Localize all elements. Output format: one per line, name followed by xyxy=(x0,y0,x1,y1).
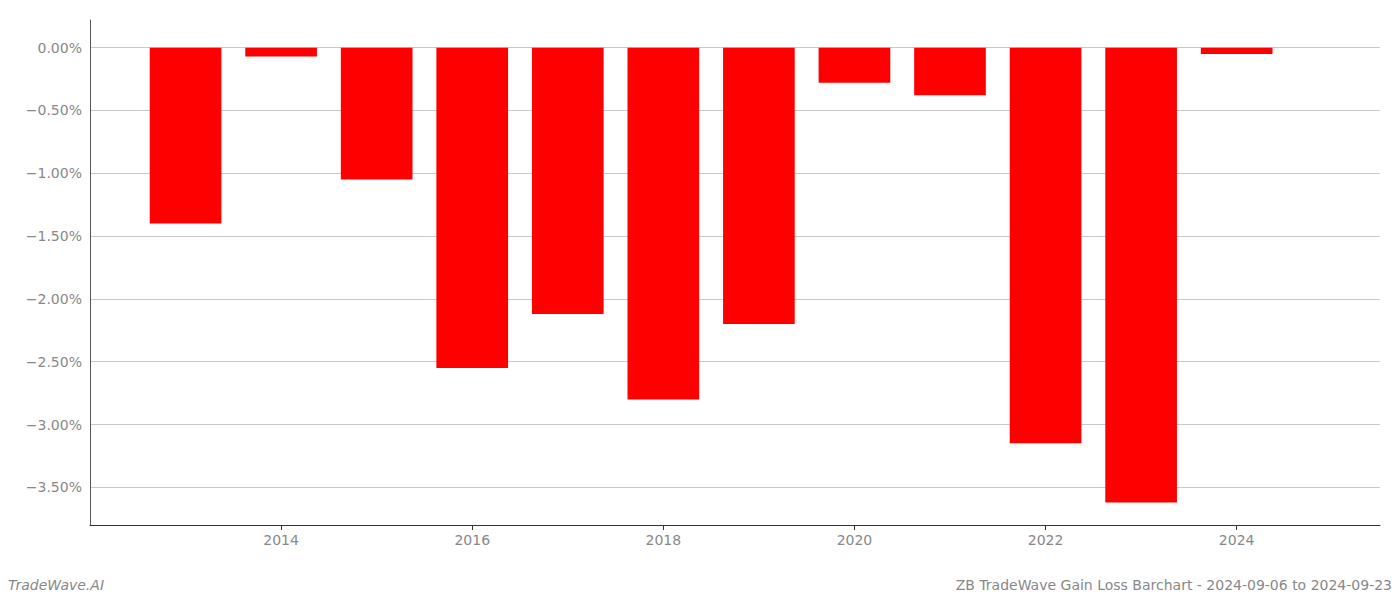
svg-text:−2.50%: −2.50% xyxy=(26,354,82,370)
svg-text:−0.50%: −0.50% xyxy=(26,102,82,118)
svg-text:0.00%: 0.00% xyxy=(38,40,82,56)
svg-text:2016: 2016 xyxy=(454,532,490,548)
svg-text:TradeWave.AI: TradeWave.AI xyxy=(8,577,104,593)
svg-text:−3.00%: −3.00% xyxy=(26,417,82,433)
svg-text:2014: 2014 xyxy=(263,532,299,548)
svg-text:2022: 2022 xyxy=(1028,532,1064,548)
svg-text:ZB TradeWave Gain Loss Barchar: ZB TradeWave Gain Loss Barchart - 2024-0… xyxy=(956,577,1392,593)
svg-text:−3.50%: −3.50% xyxy=(26,479,82,495)
svg-text:−1.00%: −1.00% xyxy=(26,165,82,181)
svg-text:2020: 2020 xyxy=(837,532,873,548)
svg-text:2024: 2024 xyxy=(1219,532,1255,548)
svg-text:2018: 2018 xyxy=(646,532,682,548)
svg-text:−1.50%: −1.50% xyxy=(26,228,82,244)
svg-text:−2.00%: −2.00% xyxy=(26,291,82,307)
